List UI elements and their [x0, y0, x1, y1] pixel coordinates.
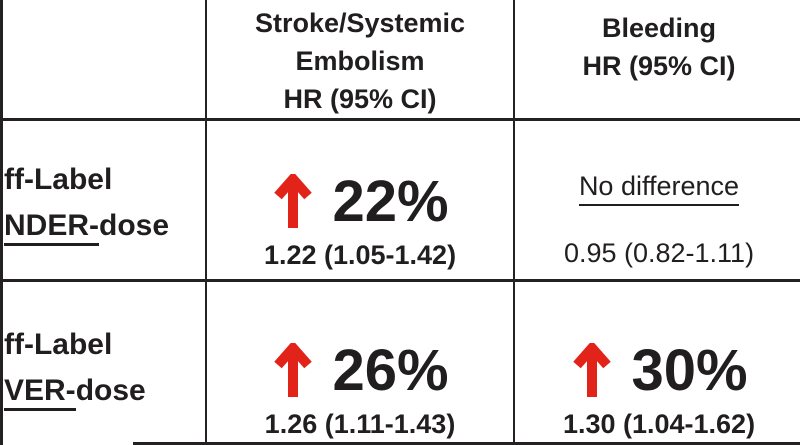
row-label-under-dose-line1: ff-Label [4, 163, 113, 196]
under-dose-stroke-percent: 22% [332, 169, 449, 234]
up-arrow-icon [274, 343, 313, 397]
header-stroke-line1: Stroke/Systemic [254, 8, 466, 38]
over-dose-bleeding-ci: 1.30 (1.04-1.62) [562, 409, 756, 439]
over-dose-bleeding-percent: 30% [631, 338, 748, 403]
over-dose-stroke-percent: 26% [332, 338, 449, 403]
row-label-under-dose-line2: NDER-dose [4, 203, 169, 249]
under-dose-stroke-ci: 1.22 (1.05-1.42) [263, 240, 457, 270]
cell-under-dose-stroke: 22% 1.22 (1.05-1.42) [207, 121, 515, 282]
cell-over-dose-stroke: 26% 1.26 (1.11-1.43) [207, 282, 515, 445]
row-label-under-dose-underlined: NDER- [4, 209, 99, 246]
up-arrow-icon [274, 174, 313, 228]
header-cell-empty [3, 0, 207, 121]
over-dose-bleeding-percent-line: 30% [570, 338, 748, 403]
under-dose-stroke-percent-line: 22% [271, 169, 449, 234]
header-bleeding-line2: HR (95% CI) [582, 51, 736, 81]
over-dose-stroke-ci: 1.26 (1.11-1.43) [264, 409, 456, 439]
header-cell-bleeding: Bleeding HR (95% CI) [515, 0, 800, 121]
header-stroke-line2: Embolism [295, 46, 425, 76]
partial-bottom-border [133, 442, 800, 445]
row-label-over-dose-rest: dose [75, 374, 146, 407]
header-cell-stroke-systemic-embolism: Stroke/Systemic Embolism HR (95% CI) [207, 0, 515, 121]
header-stroke-line3: HR (95% CI) [283, 84, 437, 114]
row-label-over-dose: ff-Label VER-dose [3, 282, 207, 445]
up-arrow-icon [573, 343, 612, 397]
row-label-over-dose-line1: ff-Label [4, 328, 113, 361]
over-dose-stroke-percent-line: 26% [271, 338, 449, 403]
cell-over-dose-bleeding: 30% 1.30 (1.04-1.62) [515, 282, 800, 445]
row-label-under-dose: ff-Label NDER-dose [3, 121, 207, 282]
header-bleeding-line1: Bleeding [601, 13, 716, 43]
under-dose-bleeding-headline: No difference [578, 171, 740, 206]
row-label-under-dose-rest: dose [99, 209, 170, 242]
under-dose-bleeding-ci: 0.95 (0.82-1.11) [563, 238, 755, 268]
cell-under-dose-bleeding: No difference 0.95 (0.82-1.11) [515, 121, 800, 282]
row-label-over-dose-line2: VER-dose [4, 368, 146, 414]
row-label-over-dose-underlined: VER- [4, 374, 76, 411]
